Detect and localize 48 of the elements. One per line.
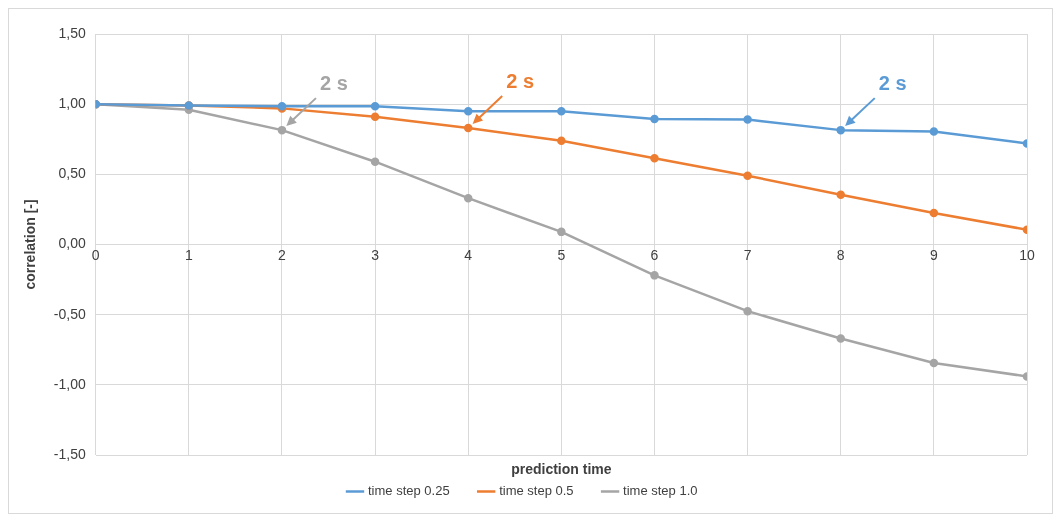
y-tick-label: 0,00 — [58, 235, 86, 252]
point — [650, 271, 659, 280]
point — [370, 102, 380, 111]
x-tick-label: 4 — [464, 246, 473, 263]
x-tick-label: 0 — [91, 246, 100, 263]
point — [929, 127, 939, 136]
x-tick-label: 2 — [278, 246, 287, 263]
point — [557, 136, 566, 145]
x-tick-label: 5 — [557, 246, 566, 263]
point — [743, 171, 752, 180]
y-tick-label: -1,50 — [53, 445, 86, 462]
annotation: 2 s — [878, 71, 907, 94]
point — [370, 157, 380, 166]
x-tick-label: 10 — [1019, 246, 1035, 263]
point — [557, 227, 566, 237]
y-axis-title: correlation [-] — [22, 199, 39, 290]
x-axis-title: prediction time — [511, 460, 612, 477]
point — [370, 112, 380, 122]
point — [650, 114, 659, 124]
y-tick-label: 1,00 — [58, 95, 86, 112]
point — [929, 208, 939, 218]
point — [650, 153, 659, 163]
legend-label: time step 0.5 — [499, 483, 574, 499]
point — [463, 106, 473, 116]
point — [463, 193, 473, 203]
point — [836, 334, 845, 343]
x-tick-label: 6 — [650, 246, 659, 263]
x-tick-label: 3 — [371, 246, 380, 263]
point — [557, 106, 566, 116]
y-tick-label: 1,50 — [58, 24, 86, 41]
legend-label: time step 0.25 — [368, 483, 450, 499]
point — [836, 125, 845, 135]
y-tick-label: 0,50 — [58, 165, 86, 182]
point — [929, 358, 939, 368]
y-tick-label: -0,50 — [53, 305, 86, 322]
x-tick-label: 7 — [743, 246, 752, 263]
annotation: 2 s — [506, 69, 535, 92]
point — [463, 123, 473, 133]
x-tick-label: 9 — [929, 246, 938, 263]
x-tick-label: 1 — [184, 246, 193, 263]
point — [836, 190, 845, 199]
point — [743, 306, 752, 316]
annotation: 2 s — [320, 71, 348, 94]
legend-label: time step 1.0 — [623, 483, 698, 499]
y-tick-label: -1,00 — [53, 375, 86, 392]
point — [277, 125, 287, 135]
x-tick-label: 8 — [836, 246, 845, 263]
point — [743, 115, 752, 124]
